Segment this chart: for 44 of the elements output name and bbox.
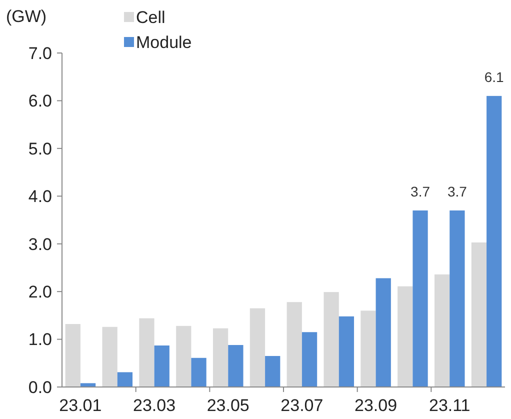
data-label: 3.7: [410, 183, 430, 200]
bar: [265, 356, 280, 387]
y-tick-label: 7.0: [28, 44, 52, 63]
bar: [398, 286, 413, 387]
y-tick-label: 3.0: [28, 234, 52, 254]
bar: [65, 324, 80, 387]
bar: [360, 310, 376, 387]
bar: [412, 210, 428, 387]
x-tick-label: 23.03: [133, 396, 176, 415]
x-tick-label: 23.01: [59, 396, 102, 415]
bar: [286, 302, 302, 387]
bar: [228, 345, 244, 387]
legend-label: Module: [136, 32, 192, 52]
x-tick-label: 23.11: [428, 396, 470, 415]
bar: [450, 210, 465, 387]
bar: [338, 316, 354, 387]
bar: [102, 326, 118, 387]
data-label: 3.7: [447, 183, 468, 200]
bar: [191, 358, 206, 387]
y-axis-title: (GW): [6, 7, 47, 26]
legend-label: Cell: [136, 8, 166, 27]
bar: [434, 274, 450, 387]
x-tick-label: 23.07: [280, 396, 324, 415]
x-tick-label: 23.05: [206, 396, 250, 415]
y-tick-label: 4.0: [28, 187, 52, 206]
bar: [250, 308, 266, 387]
bar: [154, 345, 170, 387]
y-tick-label: 6.0: [28, 92, 52, 111]
y-tick-label: 1.0: [28, 330, 52, 350]
bar: [176, 326, 192, 387]
bar: [212, 328, 228, 387]
y-tick-label: 5.0: [28, 139, 52, 158]
y-tick-label: 2.0: [28, 282, 52, 302]
bar: [486, 96, 502, 387]
bar: [324, 292, 339, 387]
bar: [302, 332, 318, 387]
bar: [471, 242, 487, 387]
x-tick-label: 23.09: [354, 396, 398, 415]
bar: [80, 383, 96, 387]
bar: [117, 372, 133, 387]
y-tick-label: 0.0: [28, 378, 52, 397]
bar: [376, 278, 391, 387]
data-label: 6.1: [484, 68, 504, 85]
bar: [139, 318, 154, 387]
